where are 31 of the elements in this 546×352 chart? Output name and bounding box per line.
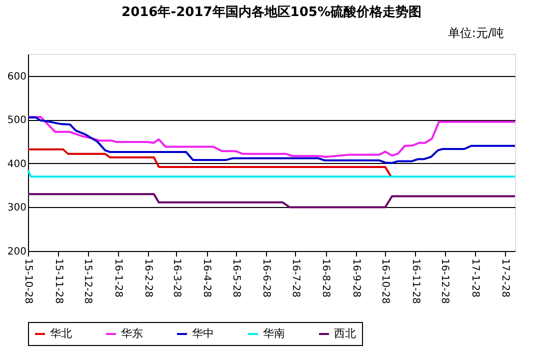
legend-label: 西北 <box>334 327 356 340</box>
x-tick-label: 16-1-28 <box>112 258 124 298</box>
legend-label: 华中 <box>192 327 214 340</box>
x-tick-label: 16-11-28 <box>410 258 421 304</box>
legend-label: 华北 <box>50 327 72 340</box>
line-series <box>27 148 392 178</box>
y-tick-label: 400 <box>7 158 26 170</box>
x-tick-label: 17-1-28 <box>469 258 480 298</box>
x-tick-label: 15-12-28 <box>82 258 94 304</box>
x-tick-label: 16-5-28 <box>230 258 242 298</box>
chart-title: 2016年-2017年国内各地区105%硫酸价格走势图 <box>122 4 422 20</box>
x-tick-label: 16-9-28 <box>350 258 362 298</box>
line-series <box>27 193 516 208</box>
x-tick-label: 17-2-28 <box>500 258 511 298</box>
x-tick-label: 16-3-28 <box>170 258 182 298</box>
x-tick-label: 15-11-28 <box>52 258 64 304</box>
y-tick-label: 500 <box>7 115 26 126</box>
x-tick-label: 16-4-28 <box>201 258 212 298</box>
x-tick-label: 16-2-28 <box>142 258 154 298</box>
x-tick-label: 16-10-28 <box>380 258 391 304</box>
x-tick-label: 16-8-28 <box>320 258 332 298</box>
x-tick-label: 16-12-28 <box>439 258 450 304</box>
x-tick-label: 16-6-28 <box>260 258 272 298</box>
text: 单位:元/吨 <box>448 26 504 40</box>
x-tick-label: 15-10-28 <box>22 258 34 304</box>
x-tick-label: 16-7-28 <box>290 258 301 298</box>
legend-label: 华南 <box>263 327 285 340</box>
y-tick-label: 300 <box>7 202 26 214</box>
y-tick-label: 600 <box>7 71 26 82</box>
y-tick-label: 200 <box>7 246 26 258</box>
legend-label: 华东 <box>121 327 143 340</box>
